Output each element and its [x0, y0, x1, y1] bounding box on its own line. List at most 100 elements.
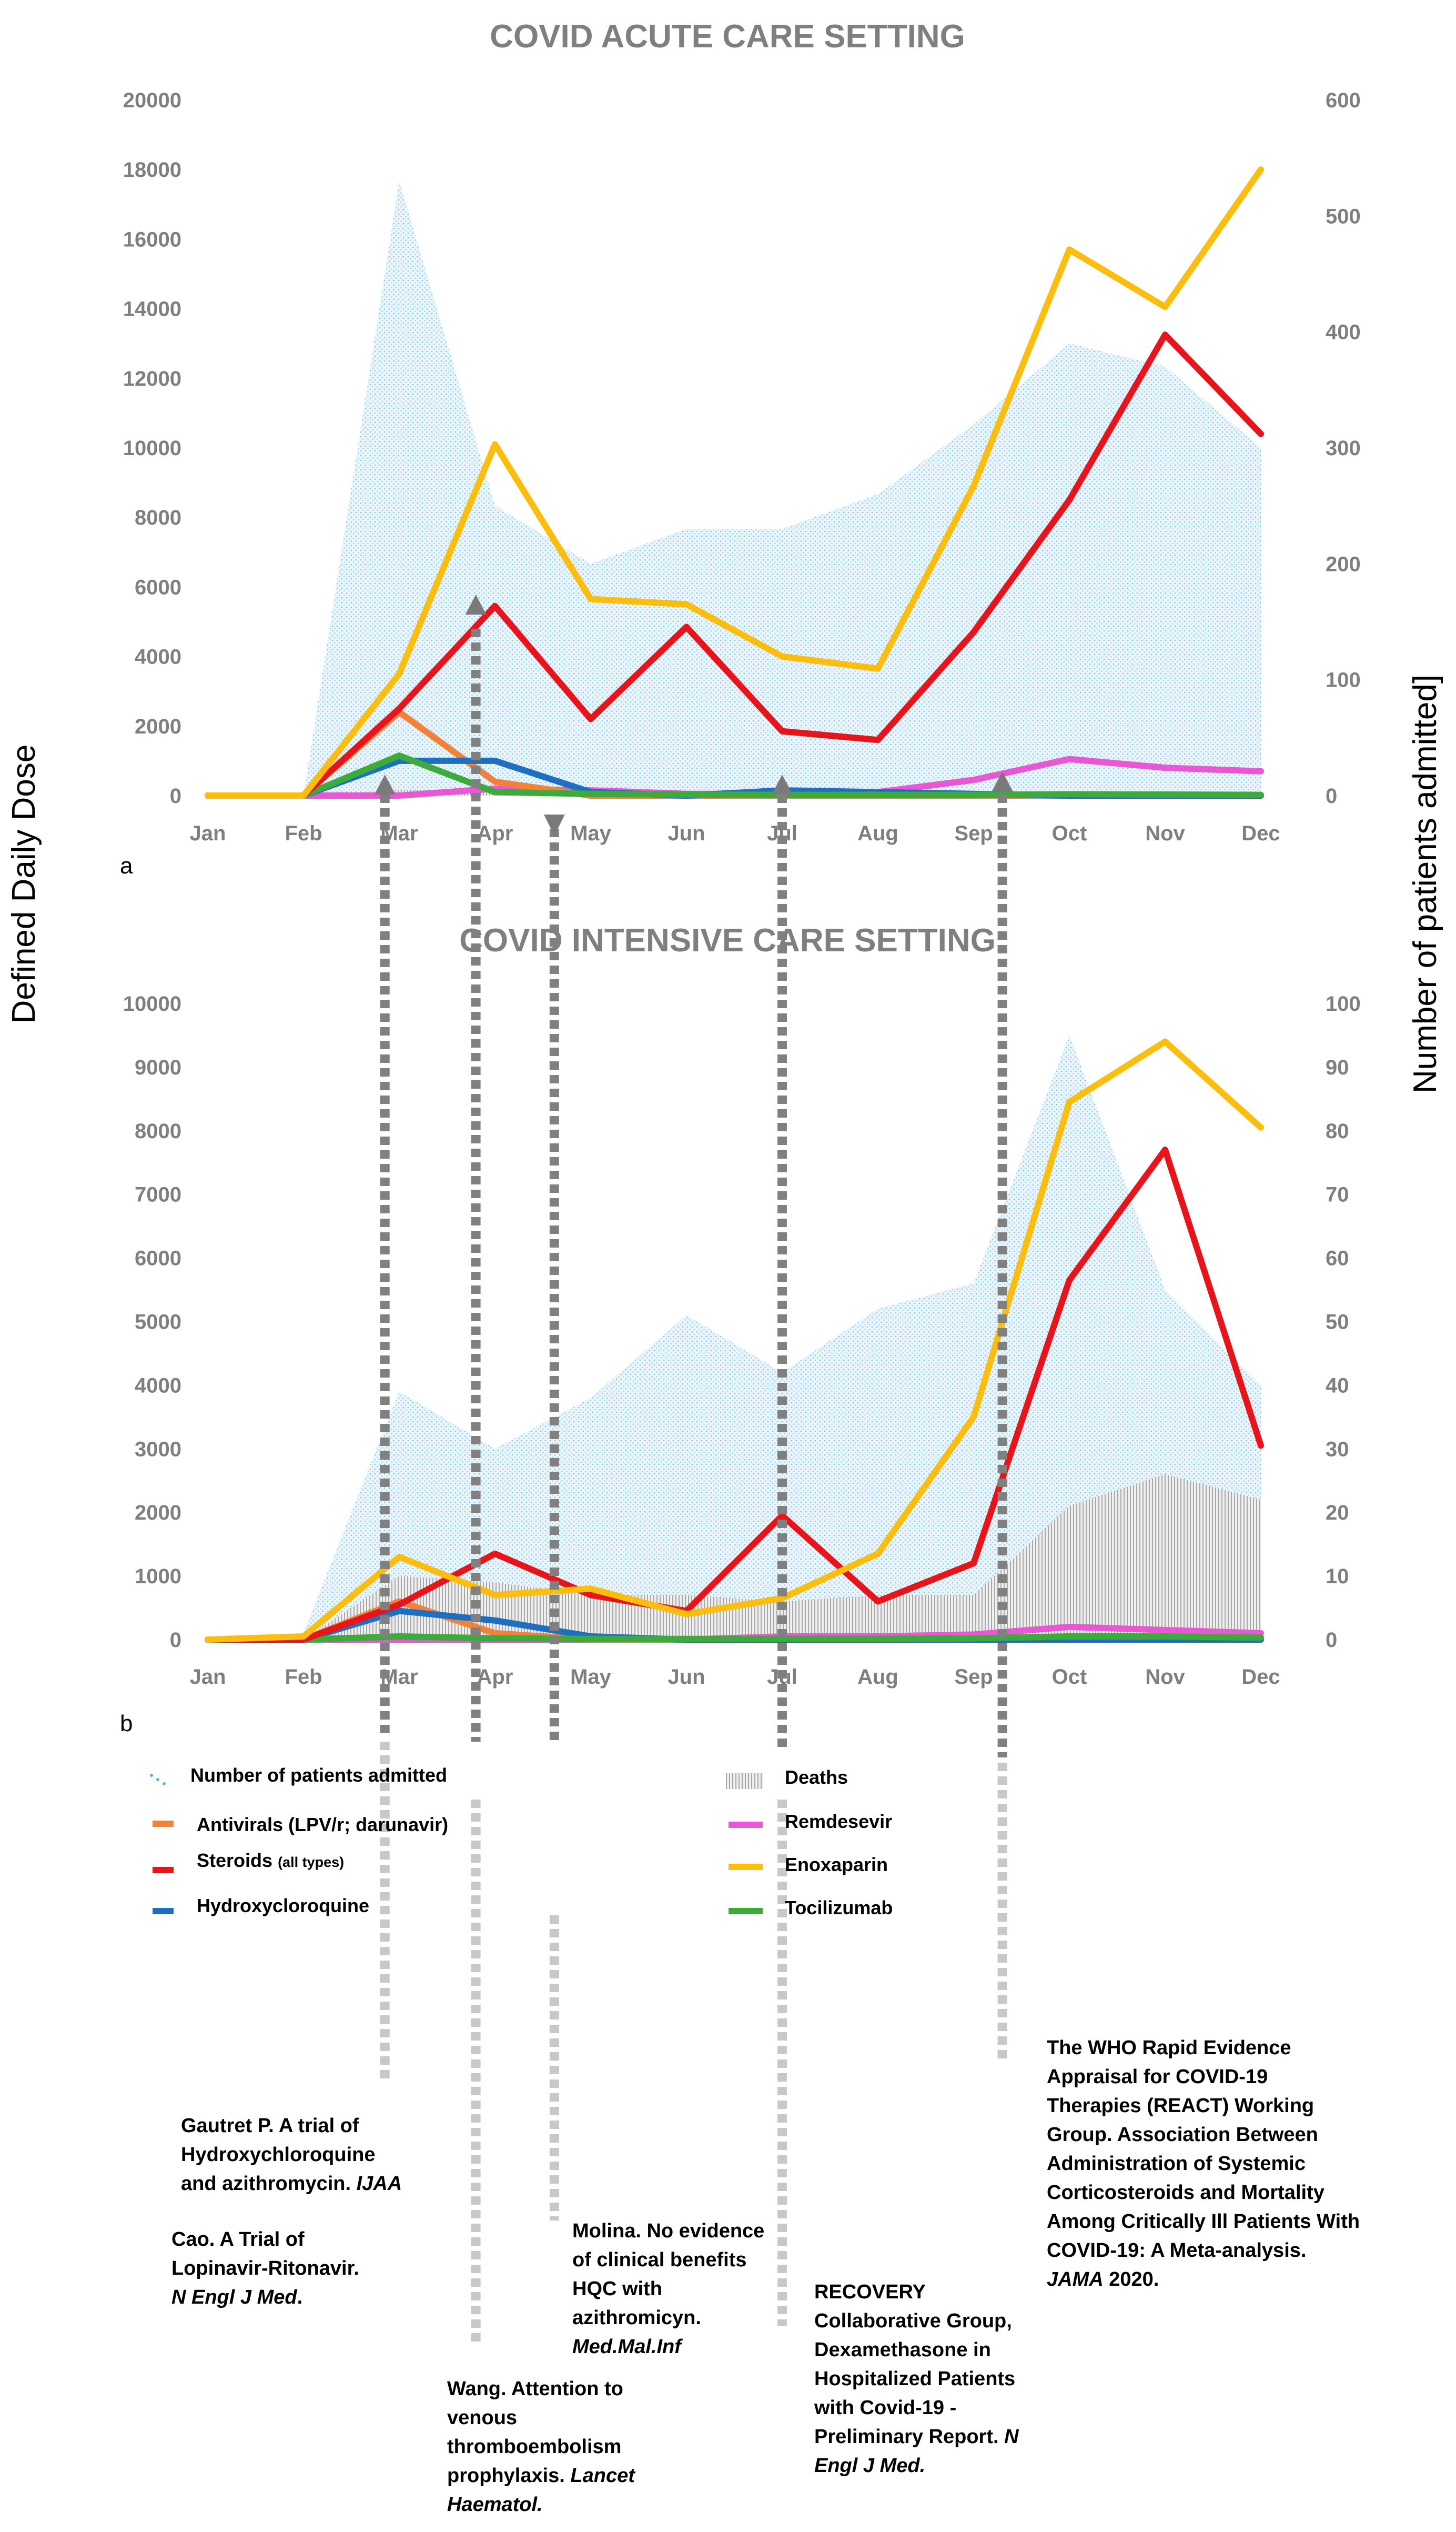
legend-label-deaths: Deaths [785, 1766, 848, 1788]
annotation-gautret: Gautret P. A trial of Hydroxychloroquine a… [181, 2115, 402, 2195]
annotation-wang: Wang. Attention to venous thromboembolism p… [447, 2378, 635, 2516]
x-tick-nov: Nov [1145, 1665, 1185, 1689]
annotation-segment: COVID-19: A Meta-analysis. [1047, 2239, 1306, 2262]
marker-arrow-recovery [772, 775, 793, 795]
y-right-tick: 10 [1326, 1565, 1349, 1588]
y-left-tick: 4000 [135, 1374, 181, 1397]
series-line-tocilizumab [205, 752, 1264, 799]
y-right-tick: 100 [1326, 669, 1361, 692]
annotation-line: Preliminary Report. N [814, 2426, 1019, 2448]
legend-label-patients: Number of patients admitted [190, 1764, 447, 1786]
legend-item-tocilizumab: Tocilizumab [729, 1897, 893, 1918]
annotation-segment: Lancet [570, 2465, 635, 2487]
annotation-line: Hydroxychloroquine [181, 2144, 376, 2166]
y-left-tick: 2000 [135, 1501, 181, 1524]
annotation-segment: Engl J Med. [814, 2455, 925, 2477]
legend: Number of patients admitted Deaths Antiv… [150, 1764, 893, 1918]
x-tick-jan: Jan [190, 1665, 226, 1689]
annotation-segment: Cao. A Trial of [171, 2228, 305, 2250]
x-tick-feb: Feb [285, 822, 322, 845]
x-tick-oct: Oct [1052, 1665, 1087, 1689]
legend-label-steroids-main: Steroids [197, 1850, 272, 1871]
legend-label-steroids: Steroids (all types) [197, 1850, 344, 1871]
annotation-line: prophylaxis. Lancet [447, 2465, 635, 2487]
annotation-segment: with Covid-19 - [814, 2397, 956, 2419]
y-right-tick: 400 [1326, 321, 1361, 344]
annotation-segment: . [297, 2286, 303, 2308]
annotation-line: Corticosteroids and Mortality [1047, 2182, 1324, 2204]
legend-item-hcq: Hydroxycloroquine [153, 1895, 369, 1916]
annotation-line: Hospitalized Patients [814, 2368, 1015, 2390]
x-tick-jun: Jun [668, 822, 705, 845]
annotation-segment: azithromicyn. [572, 2307, 701, 2329]
annotation-line: thromboembolism [447, 2436, 621, 2458]
annotation-line: Appraisal for COVID-19 [1047, 2066, 1268, 2088]
x-tick-apr: Apr [477, 1665, 513, 1689]
annotation-segment: Gautret P. A trial of [181, 2115, 359, 2137]
annotation-line: Administration of Systemic [1047, 2153, 1306, 2175]
annotation-line: Engl J Med. [814, 2455, 925, 2477]
annotation-line: HQC with [572, 2278, 662, 2300]
y-right-tick: 30 [1326, 1438, 1349, 1461]
annotation-segment: Hydroxychloroquine [181, 2144, 376, 2166]
chart-b-panel-label: b [120, 1711, 133, 1736]
annotation-segment: Wang. Attention to [447, 2378, 623, 2400]
x-tick-sep: Sep [954, 822, 993, 845]
annotation-segment: Molina. No evidence [572, 2220, 764, 2242]
y-right-tick: 200 [1326, 552, 1361, 576]
legend-label-remdesevir: Remdesevir [785, 1811, 892, 1832]
annotation-segment: JAMA [1047, 2268, 1104, 2290]
legend-item-steroids: Steroids (all types) [153, 1850, 344, 1873]
legend-label-tocilizumab: Tocilizumab [785, 1897, 893, 1918]
x-tick-aug: Aug [857, 822, 898, 845]
y-right-tick: 80 [1326, 1120, 1349, 1143]
legend-item-enoxaparin: Enoxaparin [729, 1854, 888, 1875]
chart-a-title: COVID ACUTE CARE SETTING [490, 18, 965, 55]
annotation-segment: Appraisal for COVID-19 [1047, 2066, 1268, 2088]
chart-b-plot: 0100020003000400050006000700080009000100… [123, 992, 1361, 1689]
annotation-line: Gautret P. A trial of [181, 2115, 359, 2137]
x-tick-nov: Nov [1145, 822, 1185, 845]
annotation-segment: Collaborative Group, [814, 2310, 1012, 2332]
marker-arrow-gautret [374, 775, 396, 795]
annotation-segment: Administration of Systemic [1047, 2153, 1306, 2175]
annotation-segment: RECOVERY [814, 2281, 926, 2303]
annotation-line: Wang. Attention to [447, 2378, 623, 2400]
y-left-tick: 0 [170, 785, 181, 808]
annotation-molina: Molina. No evidence of clinical benefits H… [572, 2220, 764, 2358]
y-left-tick: 3000 [135, 1438, 181, 1461]
marker-arrow-molina [543, 815, 565, 836]
annotation-segment: and azithromycin. [181, 2173, 357, 2195]
y-left-tick: 7000 [135, 1183, 181, 1207]
y-left-tick: 9000 [135, 1056, 181, 1079]
y-left-tick: 16000 [123, 228, 181, 251]
legend-swatch-patients [150, 1774, 166, 1785]
annotation-line: Collaborative Group, [814, 2310, 1012, 2332]
y-left-tick: 5000 [135, 1311, 181, 1334]
y-right-tick: 600 [1326, 89, 1361, 112]
y-left-tick: 14000 [123, 298, 181, 321]
annotation-line: Lopinavir-Ritonavir. [171, 2257, 359, 2279]
x-tick-aug: Aug [857, 1665, 898, 1689]
annotation-line: Group. Association Between [1047, 2124, 1318, 2146]
y-right-tick: 70 [1326, 1183, 1349, 1207]
y-right-tick: 100 [1326, 992, 1361, 1016]
y-right-tick: 20 [1326, 1501, 1349, 1524]
y-right-tick: 0 [1326, 1629, 1337, 1652]
annotation-segment: IJAA [357, 2173, 402, 2195]
chart-a-plot: 0200040006000800010000120001400016000180… [123, 89, 1361, 845]
marker-arrow-cao [465, 595, 487, 615]
annotation-segment: prophylaxis. [447, 2465, 570, 2487]
area-deaths [208, 1474, 1261, 1640]
annotation-segment: Lopinavir-Ritonavir. [171, 2257, 359, 2279]
annotation-segment: thromboembolism [447, 2436, 621, 2458]
annotation-line: The WHO Rapid Evidence [1047, 2037, 1291, 2059]
y-right-tick: 60 [1326, 1247, 1349, 1270]
x-tick-jun: Jun [668, 1665, 705, 1689]
y-right-tick: 500 [1326, 205, 1361, 228]
y-left-tick: 12000 [123, 367, 181, 390]
y-right-tick: 50 [1326, 1311, 1349, 1334]
y-left-tick: 6000 [135, 576, 181, 599]
x-tick-oct: Oct [1052, 822, 1087, 845]
y-left-tick: 10000 [123, 437, 181, 460]
